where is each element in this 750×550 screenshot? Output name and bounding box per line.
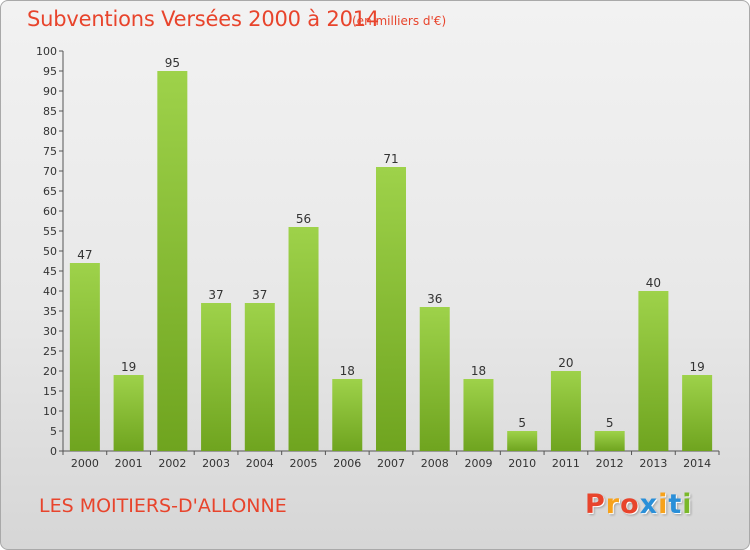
commune-name: LES MOITIERS-D'ALLONNE — [39, 495, 287, 517]
data-label: 20 — [558, 356, 573, 370]
x-tick-label: 2004 — [246, 457, 274, 470]
data-label: 18 — [471, 364, 486, 378]
bar — [157, 71, 188, 451]
chart-subtitle: (en milliers d'€) — [352, 14, 447, 28]
y-tick-label: 65 — [43, 185, 57, 198]
bar — [550, 371, 581, 451]
data-label: 19 — [121, 360, 136, 374]
x-tick-label: 2006 — [333, 457, 361, 470]
data-label: 37 — [252, 288, 267, 302]
y-tick-label: 100 — [36, 45, 57, 58]
chart-title: Subventions Versées 2000 à 2014 — [27, 7, 380, 31]
y-tick-label: 10 — [43, 405, 57, 418]
y-tick-label: 85 — [43, 105, 57, 118]
y-tick-label: 80 — [43, 125, 57, 138]
bar — [69, 263, 100, 451]
x-tick-label: 2007 — [377, 457, 405, 470]
y-tick-label: 15 — [43, 385, 57, 398]
y-tick-label: 95 — [43, 65, 57, 78]
y-tick-label: 55 — [43, 225, 57, 238]
data-labels: 47 19 95 37 37 56 18 71 36 18 5 20 5 40 19 — [77, 56, 705, 430]
bar — [507, 431, 538, 451]
x-tick-label: 2008 — [421, 457, 449, 470]
logo-letter: r — [605, 489, 621, 520]
y-tick-label: 70 — [43, 165, 57, 178]
logo-letter: t — [668, 489, 683, 520]
data-label: 47 — [77, 248, 92, 262]
bar — [288, 227, 319, 451]
x-tick-label: 2002 — [158, 457, 186, 470]
bar — [332, 379, 363, 451]
x-tick-label: 2010 — [508, 457, 536, 470]
x-tick-label: 2001 — [115, 457, 143, 470]
y-tick-label: 45 — [43, 265, 57, 278]
x-tick-label: 2005 — [290, 457, 318, 470]
bar — [376, 167, 406, 451]
x-tick-label: 2013 — [639, 457, 667, 470]
bar — [594, 431, 625, 451]
y-tick-label: 30 — [43, 325, 57, 338]
y-tick-label: 0 — [50, 445, 57, 458]
y-tick-label: 50 — [43, 245, 57, 258]
bar — [419, 307, 450, 451]
data-label: 19 — [689, 360, 704, 374]
bar — [463, 379, 494, 451]
y-tick-label: 90 — [43, 85, 57, 98]
data-label: 36 — [427, 292, 442, 306]
bar — [638, 291, 669, 451]
logo-letter: i — [658, 489, 669, 520]
data-label: 71 — [383, 152, 398, 166]
data-label: 56 — [296, 212, 311, 226]
x-tick-label: 2014 — [683, 457, 711, 470]
y-tick-label: 20 — [43, 365, 57, 378]
y-tick-label: 60 — [43, 205, 57, 218]
bar — [682, 375, 713, 451]
y-tick-label: 35 — [43, 305, 57, 318]
bars — [69, 71, 713, 451]
bar — [244, 303, 275, 451]
x-tick-label: 2009 — [464, 457, 492, 470]
proxiti-logo[interactable]: Proxiti — [585, 489, 693, 520]
data-label: 5 — [606, 416, 614, 430]
bar — [113, 375, 144, 451]
y-axis-ticks: 0 5 10 15 20 25 30 35 40 45 50 55 60 65 70 75 80 85 90 95 10… — [36, 45, 63, 458]
data-label: 37 — [208, 288, 223, 302]
data-label: 5 — [518, 416, 526, 430]
data-label: 95 — [165, 56, 180, 70]
x-tick-label: 2003 — [202, 457, 230, 470]
x-axis-ticks: 2000 2001 2002 2003 2004 2005 2006 2007 2008 2009… — [62, 451, 720, 470]
bar — [201, 303, 232, 451]
data-label: 18 — [340, 364, 355, 378]
x-tick-label: 2000 — [71, 457, 99, 470]
y-tick-label: 5 — [50, 425, 57, 438]
logo-letter: x — [639, 489, 659, 520]
x-tick-label: 2012 — [596, 457, 624, 470]
logo-letter: P — [585, 489, 606, 520]
data-label: 40 — [646, 276, 661, 290]
y-tick-label: 40 — [43, 285, 57, 298]
y-tick-label: 25 — [43, 345, 57, 358]
logo-letter: i — [682, 489, 693, 520]
x-tick-label: 2011 — [552, 457, 580, 470]
y-tick-label: 75 — [43, 145, 57, 158]
logo-letter: o — [620, 489, 640, 520]
